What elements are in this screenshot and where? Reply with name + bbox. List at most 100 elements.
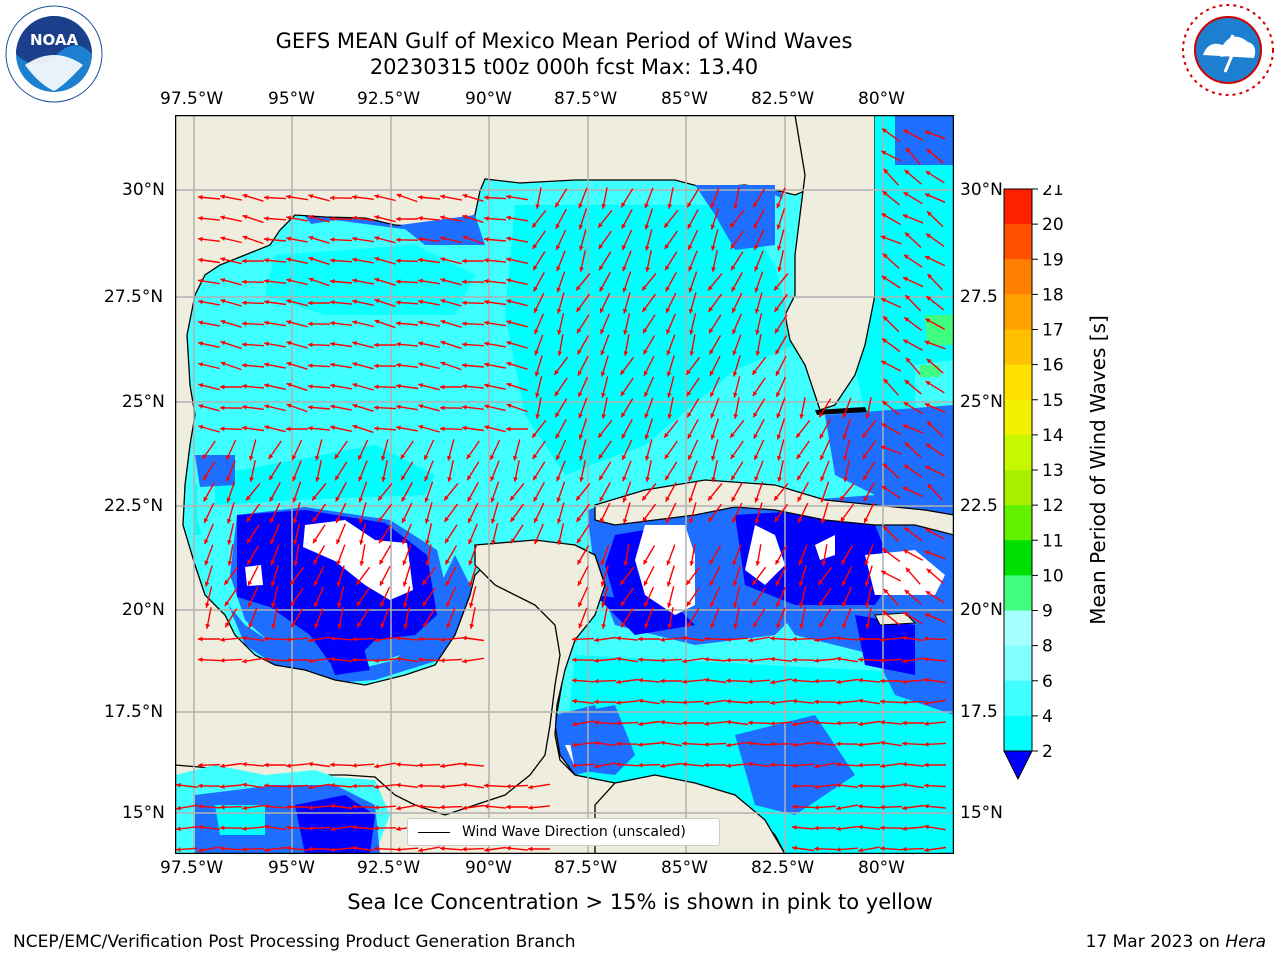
wave-direction-arrowhead <box>356 579 361 585</box>
wave-direction-arrowhead <box>576 285 581 291</box>
wave-direction-arrowhead <box>731 307 737 313</box>
wave-direction-arrowhead <box>732 560 737 566</box>
wave-direction-arrowhead <box>645 455 650 461</box>
wave-direction-arrowhead <box>709 328 714 334</box>
wave-direction-arrowhead <box>269 496 274 502</box>
wave-direction-arrowhead <box>682 635 687 641</box>
wave-direction-arrowhead <box>814 720 819 725</box>
wave-direction-arrowhead <box>556 245 561 250</box>
svg-text:NOAA: NOAA <box>30 31 79 49</box>
lon-label-top: 92.5°W <box>357 89 421 109</box>
wave-direction-arrowhead <box>704 657 709 662</box>
colorbar-segment <box>1004 294 1032 331</box>
wave-direction-arrowhead <box>264 783 269 788</box>
wave-direction-arrowhead <box>924 677 929 683</box>
wave-direction-arrowhead <box>506 804 511 810</box>
wave-direction-arrowhead <box>330 826 335 832</box>
lat-label-left: 20°N <box>122 600 165 620</box>
wave-direction-arrowhead <box>880 658 885 663</box>
wave-direction-arrowhead <box>336 560 341 566</box>
lon-label-bottom: 95°W <box>268 858 315 878</box>
wave-direction-arrowhead <box>926 358 932 364</box>
wave-direction-arrowhead <box>379 538 384 544</box>
wave-direction-arrowhead <box>418 362 424 367</box>
wave-direction-arrowhead <box>882 338 888 344</box>
lon-label-bottom: 80°W <box>858 858 905 878</box>
wave-direction-arrowhead <box>462 214 468 220</box>
wave-direction-arrowhead <box>292 518 298 524</box>
wave-direction-arrowhead <box>396 826 401 832</box>
wave-direction-arrowhead <box>775 580 781 586</box>
wave-direction-arrowhead <box>556 308 562 314</box>
wave-direction-arrowhead <box>440 194 445 200</box>
wave-direction-arrowhead <box>440 658 445 663</box>
wave-direction-arrowhead <box>286 804 291 810</box>
wave-direction-arrowhead <box>226 455 231 460</box>
wave-direction-arrowhead <box>754 497 760 503</box>
wave-direction-arrowhead <box>642 285 647 291</box>
wave-direction-arrowhead <box>732 329 737 335</box>
wave-direction-arrowhead <box>710 623 715 629</box>
wave-direction-arrowhead <box>616 635 621 641</box>
wave-direction-arrowhead <box>924 636 929 642</box>
wave-direction-arrowhead <box>418 404 424 409</box>
wave-direction-arrowhead <box>726 763 731 769</box>
wave-direction-arrowhead <box>880 637 885 643</box>
wave-direction-arrowhead <box>579 477 584 482</box>
wave-direction-arrowhead <box>242 300 247 306</box>
wave-direction-arrowhead <box>358 497 364 503</box>
wave-direction-arrowhead <box>242 425 247 431</box>
wave-direction-arrowhead <box>198 299 203 305</box>
wave-direction-arrowhead <box>880 825 885 831</box>
wave-direction-arrowhead <box>577 370 583 376</box>
wave-direction-arrowhead <box>468 581 474 587</box>
wave-direction-arrowhead <box>528 784 533 790</box>
wave-direction-arrowhead <box>242 805 247 811</box>
wave-direction-arrowhead <box>688 308 694 314</box>
wave-direction-arrowhead <box>264 299 269 305</box>
colorbar-tick-label: 15 <box>1042 391 1064 411</box>
wave-direction-arrowhead <box>902 846 907 852</box>
wave-direction-arrowhead <box>836 656 841 662</box>
wave-direction-arrowhead <box>882 253 888 259</box>
wave-direction-arrowhead <box>484 425 490 430</box>
wave-direction-arrowhead <box>858 847 863 853</box>
wave-direction-arrowhead <box>358 455 363 460</box>
footer-right: 17 Mar 2023 on Hera <box>1086 932 1266 952</box>
wave-direction-arrowhead <box>198 195 203 200</box>
wave-direction-arrowhead <box>462 846 467 852</box>
wave-direction-arrowhead <box>905 442 910 448</box>
wave-direction-arrowhead <box>638 657 643 662</box>
wave-direction-arrowhead <box>821 561 827 566</box>
wave-direction-arrowhead <box>620 391 626 397</box>
map-svg[interactable] <box>175 115 954 854</box>
wave-direction-arrowhead <box>926 148 932 154</box>
colorbar-segment <box>1004 505 1032 541</box>
colorbar-segment <box>1004 645 1032 682</box>
wave-direction-arrowhead <box>594 678 599 684</box>
wave-direction-arrowhead <box>881 276 887 281</box>
wave-direction-arrowhead <box>616 700 621 705</box>
wave-direction-arrowhead <box>814 846 819 852</box>
wave-direction-arrowhead <box>774 495 779 501</box>
wave-direction-arrowhead <box>623 561 629 566</box>
wave-direction-arrowhead <box>638 762 643 768</box>
wave-direction-arrowhead <box>247 559 252 565</box>
wave-direction-arrowhead <box>862 432 867 438</box>
wave-direction-arrowhead <box>820 455 825 460</box>
wave-direction-arrowhead <box>396 193 402 199</box>
colorbar-tick-label: 12 <box>1042 496 1064 516</box>
lon-label-bottom: 92.5°W <box>357 858 421 878</box>
wave-direction-arrowhead <box>755 561 761 566</box>
map-panel[interactable] <box>175 115 954 854</box>
lat-label-right: 17.5 <box>960 702 998 722</box>
wave-direction-arrowhead <box>227 561 233 566</box>
wave-direction-arrowhead <box>572 678 577 683</box>
wave-direction-arrowhead <box>598 454 604 459</box>
wave-direction-arrowhead <box>330 237 335 242</box>
wave-direction-arrowhead <box>440 361 446 367</box>
wave-direction-arrowhead <box>352 636 357 642</box>
wave-direction-arrowhead <box>506 215 511 221</box>
wave-direction-arrowhead <box>667 392 672 398</box>
wave-direction-arrowhead <box>814 699 819 705</box>
